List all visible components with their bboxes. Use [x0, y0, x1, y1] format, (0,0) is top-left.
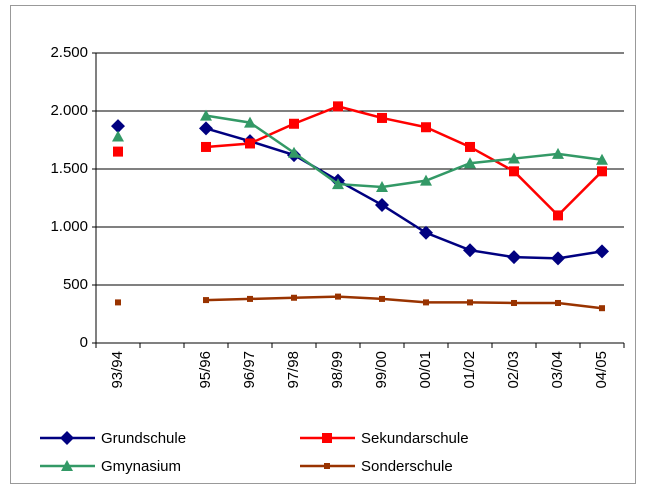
marker — [200, 109, 212, 121]
marker — [464, 157, 476, 169]
marker — [112, 130, 124, 142]
marker — [333, 101, 343, 112]
marker — [332, 178, 344, 190]
marker — [463, 243, 477, 258]
marker — [508, 152, 520, 164]
marker — [421, 122, 431, 133]
marker — [419, 225, 433, 240]
marker — [291, 294, 297, 301]
x-tick-label: 97/98 — [285, 351, 302, 389]
series-line — [205, 105, 603, 218]
series-line — [205, 295, 603, 310]
marker — [467, 299, 473, 306]
marker — [201, 141, 211, 152]
marker — [509, 166, 519, 177]
y-tick-label: 1.500 — [50, 160, 88, 177]
marker — [111, 119, 125, 134]
x-tick-label: 01/02 — [461, 351, 478, 389]
series-line — [205, 127, 603, 260]
legend-marker — [322, 433, 332, 443]
marker — [551, 251, 565, 266]
marker — [377, 112, 387, 123]
x-tick-label: 99/00 — [373, 351, 390, 389]
legend-label: Grundschule — [101, 430, 186, 447]
marker — [597, 166, 607, 177]
marker — [335, 293, 341, 300]
marker — [375, 197, 389, 212]
marker — [203, 297, 209, 304]
marker — [247, 295, 253, 302]
x-tick-label: 04/05 — [593, 351, 610, 389]
marker — [595, 244, 609, 259]
legend-marker — [61, 460, 73, 471]
marker — [289, 118, 299, 129]
x-tick-label: 95/96 — [197, 351, 214, 389]
x-tick-label: 93/94 — [109, 351, 126, 389]
marker — [420, 174, 432, 186]
marker — [599, 305, 605, 312]
marker — [552, 147, 564, 159]
y-tick-label: 1.000 — [50, 218, 88, 235]
marker — [376, 180, 388, 192]
x-tick-label: 00/01 — [417, 351, 434, 389]
chart-border — [10, 5, 636, 484]
marker — [596, 153, 608, 165]
marker — [507, 250, 521, 265]
marker — [423, 299, 429, 306]
marker — [244, 116, 256, 128]
legend-marker — [60, 431, 74, 445]
marker — [288, 146, 300, 158]
marker — [511, 299, 517, 306]
marker — [115, 299, 121, 306]
y-tick-label: 2.000 — [50, 102, 88, 119]
marker — [465, 141, 475, 152]
y-tick-label: 0 — [80, 334, 88, 351]
marker — [113, 146, 123, 157]
y-tick-label: 500 — [63, 276, 88, 293]
marker — [379, 295, 385, 302]
x-tick-label: 98/99 — [329, 351, 346, 389]
legend-label: Gmynasium — [101, 458, 181, 475]
y-tick-label: 2.500 — [50, 44, 88, 61]
legend-marker — [324, 463, 330, 469]
legend-label: Sekundarschule — [361, 430, 469, 447]
marker — [553, 210, 563, 221]
x-tick-label: 03/04 — [549, 351, 566, 389]
x-tick-label: 02/03 — [505, 351, 522, 389]
marker — [555, 299, 561, 306]
legend-label: Sonderschule — [361, 458, 453, 475]
x-tick-label: 96/97 — [241, 351, 258, 389]
marker — [245, 138, 255, 149]
series-line — [205, 114, 603, 189]
marker — [199, 121, 213, 136]
